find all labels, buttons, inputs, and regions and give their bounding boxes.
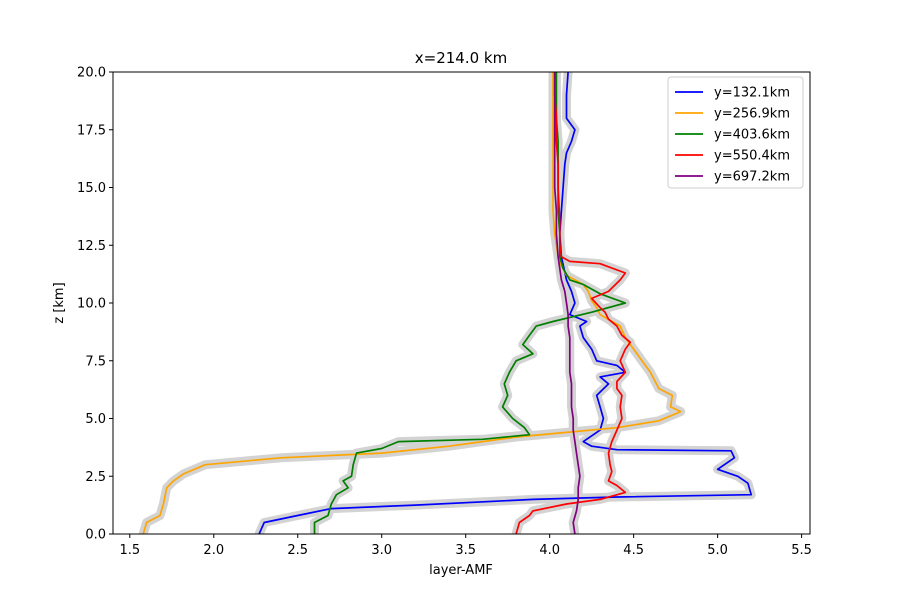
- y-tick-label: 17.5: [77, 123, 106, 138]
- series-line-3: [515, 72, 632, 534]
- y-tick-label: 12.5: [77, 239, 106, 254]
- chart-title: x=214.0 km: [415, 49, 507, 67]
- y-tick-label: 0.0: [85, 528, 106, 543]
- series-line-1: [142, 72, 682, 534]
- y-tick-label: 7.5: [85, 354, 106, 369]
- x-tick-label: 2.0: [203, 543, 224, 558]
- x-tick-label: 4.0: [539, 543, 560, 558]
- x-tick-label: 5.0: [707, 543, 728, 558]
- x-tick-label: 5.5: [791, 543, 812, 558]
- legend-label-1: y=256.9km: [714, 107, 790, 122]
- uncertainty-bands: [138, 72, 756, 534]
- legend-frame: [667, 76, 804, 189]
- y-tick-label: 10.0: [77, 297, 106, 312]
- y-tick-label: 15.0: [77, 181, 106, 196]
- x-tick-label: 1.5: [119, 543, 140, 558]
- legend-label-0: y=132.1km: [714, 86, 790, 101]
- series-line-4: [553, 72, 581, 534]
- x-tick-label: 3.0: [371, 543, 392, 558]
- legend-label-4: y=697.2km: [714, 170, 790, 185]
- y-axis-label: z [km]: [52, 282, 67, 323]
- series-line-0: [258, 72, 753, 534]
- x-tick-label: 4.5: [623, 543, 644, 558]
- x-tick-label: 2.5: [287, 543, 308, 558]
- y-tick-label: 20.0: [77, 66, 106, 81]
- x-axis-label: layer-AMF: [429, 563, 493, 578]
- x-axis: 1.5 2.0 2.5 3.0 3.5 4.0 4.5 5.0 5.5: [119, 534, 812, 558]
- x-tick-label: 3.5: [455, 543, 476, 558]
- legend: y=132.1km y=256.9km y=403.6km y=550.4km y=69…: [667, 76, 804, 189]
- y-tick-label: 5.0: [85, 412, 106, 427]
- legend-label-3: y=550.4km: [714, 149, 790, 164]
- y-tick-label: 2.5: [85, 470, 106, 485]
- legend-label-2: y=403.6km: [714, 128, 790, 143]
- y-axis: 0.0 2.5 5.0 7.5 10.0 12.5 15.0 17.5 20.0: [77, 66, 113, 543]
- series-lines: [142, 72, 753, 534]
